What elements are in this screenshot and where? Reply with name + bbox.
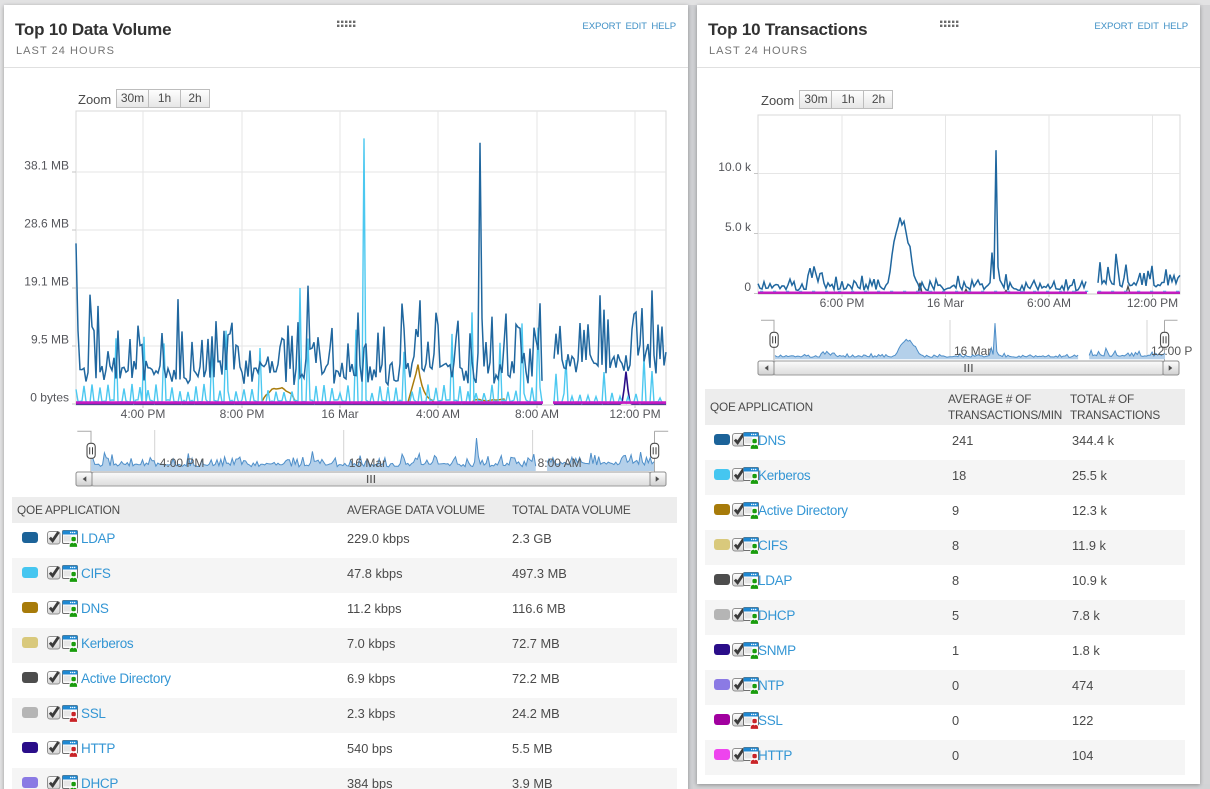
svg-text:12:00 PM: 12:00 PM xyxy=(1127,296,1178,310)
svg-text:4:00 PM: 4:00 PM xyxy=(160,456,205,470)
svg-text:6:00 PM: 6:00 PM xyxy=(820,296,865,310)
svg-text:16 Mar: 16 Mar xyxy=(321,407,358,421)
svg-text:19.1 MB: 19.1 MB xyxy=(24,275,69,289)
svg-text:10.0 k: 10.0 k xyxy=(718,160,752,174)
svg-text:8:00 PM: 8:00 PM xyxy=(220,407,265,421)
svg-text:6:00 AM: 6:00 AM xyxy=(1027,296,1071,310)
svg-text:8:00 AM: 8:00 AM xyxy=(538,456,582,470)
svg-text:0 bytes: 0 bytes xyxy=(30,391,69,405)
svg-text:4:00 PM: 4:00 PM xyxy=(121,407,166,421)
svg-text:8:00 AM: 8:00 AM xyxy=(515,407,559,421)
svg-text:16 Mar: 16 Mar xyxy=(954,344,991,358)
svg-text:28.6 MB: 28.6 MB xyxy=(24,217,69,231)
svg-text:4:00 AM: 4:00 AM xyxy=(416,407,460,421)
svg-text:5.0 k: 5.0 k xyxy=(725,220,752,234)
svg-text:16 Mar: 16 Mar xyxy=(349,456,386,470)
svg-text:0: 0 xyxy=(744,280,751,294)
svg-text:16 Mar: 16 Mar xyxy=(927,296,964,310)
svg-text:12:00 PM: 12:00 PM xyxy=(609,407,660,421)
svg-text:9.5 MB: 9.5 MB xyxy=(31,333,69,347)
svg-text:12:00 P: 12:00 P xyxy=(1151,344,1192,358)
svg-text:38.1 MB: 38.1 MB xyxy=(24,159,69,173)
